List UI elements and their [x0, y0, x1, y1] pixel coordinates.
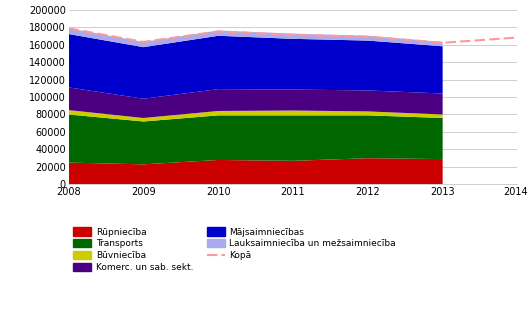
Legend: Rūpniecība, Transports, Būvniecība, Komerc. un sab. sekt., Mājsaimniecības, Lauk: Rūpniecība, Transports, Būvniecība, Kome… — [73, 227, 396, 272]
